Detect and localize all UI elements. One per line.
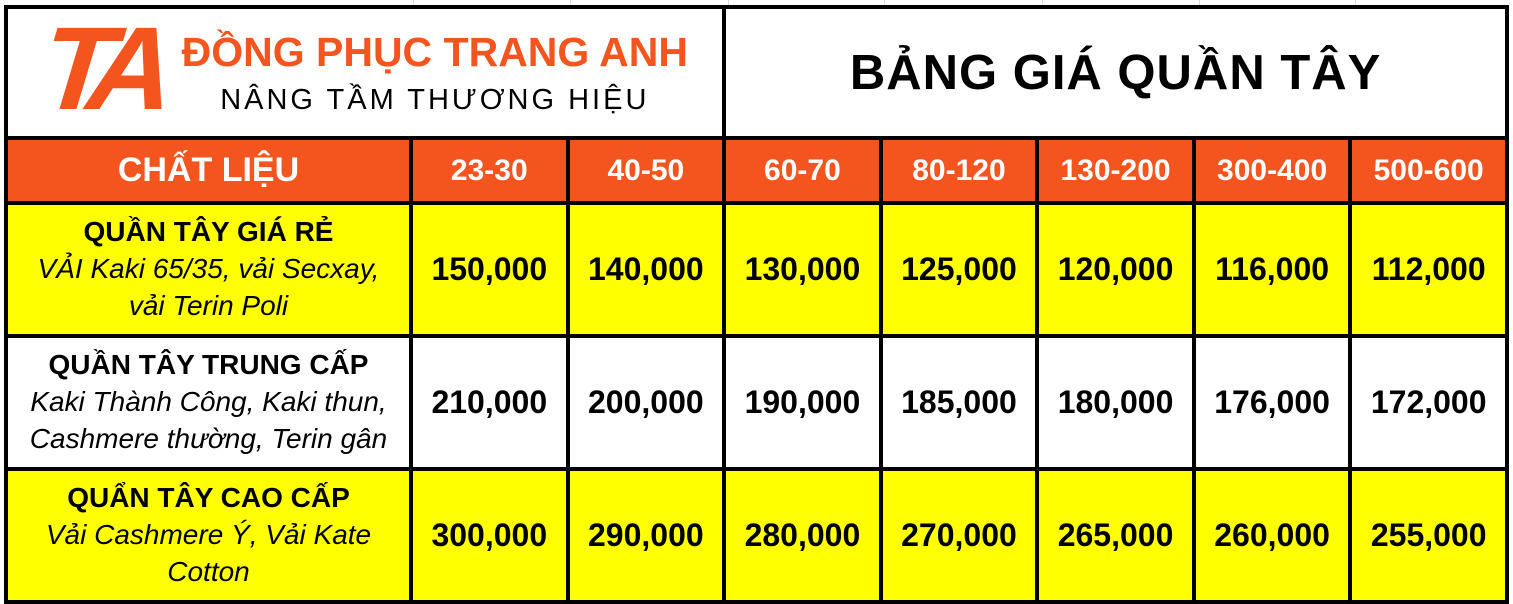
gridline-tick bbox=[727, 0, 729, 5]
price-table: TA ĐỒNG PHỤC TRANG ANH NÂNG TẦM THƯƠNG H… bbox=[3, 3, 1509, 604]
table-row-cao-cap: QUẨN TÂY CAO CẤP Vải Cashmere Ý, Vải Kat… bbox=[4, 467, 1509, 604]
column-header-qty-60-70: 60-70 bbox=[722, 136, 883, 205]
category-cell: QUẨN TÂY CAO CẤP Vải Cashmere Ý, Vải Kat… bbox=[4, 467, 413, 604]
column-header-qty-23-30: 23-30 bbox=[409, 136, 570, 205]
gridline-tick bbox=[1355, 0, 1357, 5]
category-materials: Kaki Thành Công, Kaki thun, Cashmere thư… bbox=[29, 386, 388, 454]
price-cell: 176,000 bbox=[1191, 334, 1353, 471]
table-row-gia-re: QUẦN TÂY GIÁ RẺ VẢI Kaki 65/35, vải Secx… bbox=[4, 201, 1509, 338]
column-header-qty-130-200: 130-200 bbox=[1035, 136, 1196, 205]
price-cell: 116,000 bbox=[1191, 201, 1353, 338]
price-cell: 280,000 bbox=[722, 467, 883, 604]
category-name: QUẦN TÂY TRUNG CẤP bbox=[48, 349, 369, 381]
gridline-tick bbox=[884, 0, 886, 5]
gridline-tick bbox=[1198, 0, 1200, 5]
category-cell: QUẦN TÂY GIÁ RẺ VẢI Kaki 65/35, vải Secx… bbox=[4, 201, 413, 338]
price-cell: 190,000 bbox=[722, 334, 883, 471]
column-header-qty-500-600: 500-600 bbox=[1348, 136, 1509, 205]
category-materials: VẢI Kaki 65/35, vải Secxay, vải Terin Po… bbox=[37, 253, 380, 321]
gridline-tick bbox=[413, 0, 415, 5]
price-cell: 185,000 bbox=[878, 334, 1040, 471]
price-cell: 200,000 bbox=[565, 334, 727, 471]
brand-logo-ta-icon: TA bbox=[35, 3, 165, 136]
gridline-tick bbox=[1042, 0, 1044, 5]
price-cell: 130,000 bbox=[722, 201, 883, 338]
price-cell: 140,000 bbox=[565, 201, 727, 338]
gridline-tick bbox=[569, 0, 571, 5]
price-cell: 270,000 bbox=[878, 467, 1040, 604]
brand-cell: TA ĐỒNG PHỤC TRANG ANH NÂNG TẦM THƯƠNG H… bbox=[3, 3, 727, 140]
category-name: QUẨN TÂY CAO CẤP bbox=[67, 482, 350, 514]
column-header-material: CHẤT LIỆU bbox=[4, 136, 413, 205]
price-cell: 112,000 bbox=[1348, 201, 1509, 338]
price-cell: 290,000 bbox=[565, 467, 727, 604]
category-materials: Vải Cashmere Ý, Vải Kate Cotton bbox=[45, 519, 372, 587]
price-cell: 210,000 bbox=[409, 334, 570, 471]
banner-row: TA ĐỒNG PHỤC TRANG ANH NÂNG TẦM THƯƠNG H… bbox=[3, 3, 1509, 140]
price-cell: 180,000 bbox=[1035, 334, 1196, 471]
price-cell: 300,000 bbox=[409, 467, 570, 604]
price-cell: 255,000 bbox=[1348, 467, 1509, 604]
spreadsheet-gridline-strip bbox=[4, 0, 1509, 5]
table-header-row: CHẤT LIỆU 23-30 40-50 60-70 80-120 130-2… bbox=[4, 136, 1509, 205]
category-cell: QUẦN TÂY TRUNG CẤP Kaki Thành Công, Kaki… bbox=[4, 334, 413, 471]
brand-name: ĐỒNG PHỤC TRANG ANH bbox=[181, 29, 689, 76]
price-cell: 260,000 bbox=[1191, 467, 1353, 604]
table-row-trung-cap: QUẦN TÂY TRUNG CẤP Kaki Thành Công, Kaki… bbox=[4, 334, 1509, 471]
column-header-qty-80-120: 80-120 bbox=[878, 136, 1040, 205]
price-cell: 125,000 bbox=[878, 201, 1040, 338]
price-cell: 120,000 bbox=[1035, 201, 1196, 338]
price-cell: 150,000 bbox=[409, 201, 570, 338]
column-header-qty-40-50: 40-50 bbox=[565, 136, 727, 205]
price-cell: 172,000 bbox=[1348, 334, 1509, 471]
page-title: BẢNG GIÁ QUẦN TÂY bbox=[849, 45, 1382, 100]
brand-tagline: NÂNG TẦM THƯƠNG HIỆU bbox=[220, 83, 650, 116]
price-cell: 265,000 bbox=[1035, 467, 1196, 604]
title-cell: BẢNG GIÁ QUẦN TÂY bbox=[722, 5, 1509, 140]
category-name: QUẦN TÂY GIÁ RẺ bbox=[83, 216, 334, 248]
column-header-qty-300-400: 300-400 bbox=[1191, 136, 1353, 205]
